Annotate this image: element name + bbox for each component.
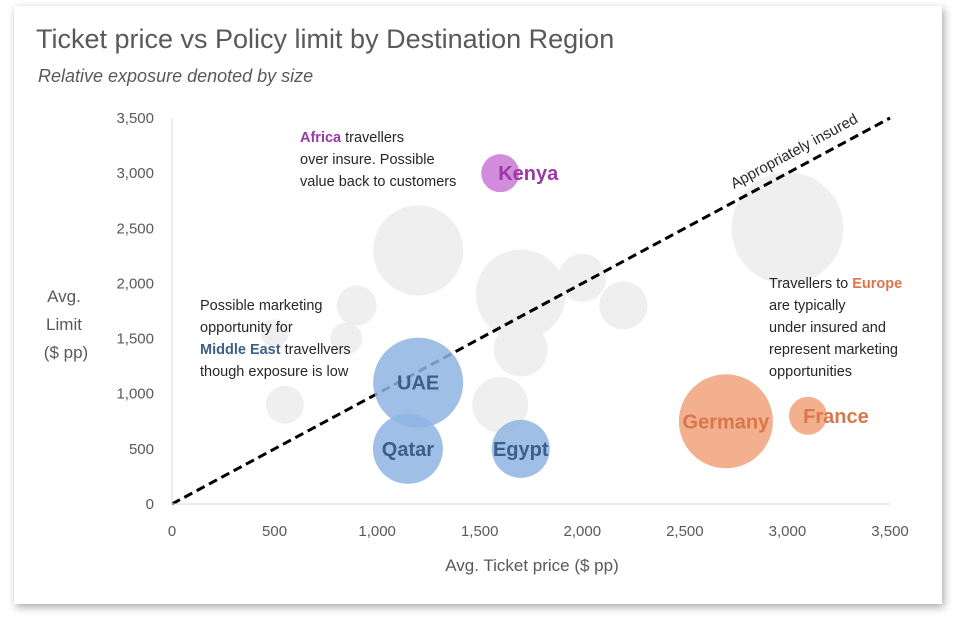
bubble-other <box>265 385 304 424</box>
annotation-africa-line-2: over insure. Possible <box>300 152 435 168</box>
highlighted-bubbles: Kenya UAE Qatar Egypt Germany France <box>372 154 869 484</box>
x-tick-label: 2,500 <box>666 523 704 540</box>
annotation-europe-highlight: Europe <box>852 276 902 292</box>
annotation-africa-highlight: Africa <box>300 130 342 146</box>
bubble-label-germany: Germany <box>683 411 771 433</box>
bubble-label-uae: UAE <box>397 373 439 395</box>
bubble-other <box>472 376 529 433</box>
bubble-other <box>373 205 464 296</box>
bubble-kenya <box>481 154 520 193</box>
bubble-other <box>731 172 844 285</box>
bubble-other <box>330 322 363 355</box>
bubble-label-egypt: Egypt <box>493 439 549 461</box>
bubble-label-france: France <box>803 406 869 428</box>
y-tick-label: 1,000 <box>116 386 154 403</box>
y-tick-label: 3,000 <box>116 165 154 182</box>
bubble-other <box>336 285 377 326</box>
y-axis-title-line-2: Limit <box>46 315 82 334</box>
annotation-me-highlight: Middle East <box>200 342 281 358</box>
annotation-africa: Africa travellers over insure. Possible … <box>300 130 456 190</box>
annotation-europe-line-2: are typically <box>769 298 846 314</box>
bubble-other <box>260 319 289 348</box>
y-tick-label: 2,000 <box>116 275 154 292</box>
y-axis-title-line-3: ($ pp) <box>44 343 88 362</box>
bubble-qatar <box>372 413 443 484</box>
bubble-other <box>599 281 648 330</box>
x-tick-label: 0 <box>168 523 176 540</box>
x-tick-label: 3,000 <box>769 523 807 540</box>
annotation-europe-line-3: under insured and <box>769 320 886 336</box>
bubble-other <box>475 249 566 340</box>
chart-title: Ticket price vs Policy limit by Destinat… <box>36 24 615 54</box>
chart-subtitle: Relative exposure denoted by size <box>38 66 314 86</box>
y-axis-title-line-1: Avg. <box>47 287 81 306</box>
annotation-me-after: travellvers <box>285 342 351 358</box>
bubble-egypt <box>491 419 550 478</box>
annotation-europe-line-4: represent marketing <box>769 342 898 358</box>
annotation-europe-prefix: Travellers to <box>769 276 848 292</box>
annotation-africa-line-1: travellers <box>345 130 404 146</box>
x-axis-title: Avg. Ticket price ($ pp) <box>445 556 619 575</box>
x-tick-label: 1,500 <box>461 523 499 540</box>
x-tick-label: 1,000 <box>358 523 396 540</box>
bubble-label-qatar: Qatar <box>382 439 434 461</box>
y-tick-label: 1,500 <box>116 331 154 348</box>
y-tick-label: 500 <box>129 441 154 458</box>
svg-text:Middle East travellvers: Middle East travellvers <box>200 342 351 358</box>
x-tick-label: 500 <box>262 523 287 540</box>
annotation-europe-line-5: opportunities <box>769 364 852 380</box>
annotation-me-line-4: though exposure is low <box>200 364 349 380</box>
annotation-middle-east: Possible marketing opportunity for Middl… <box>200 298 351 380</box>
y-axis-title: Avg. Limit ($ pp) <box>44 287 88 362</box>
y-tick-label: 0 <box>146 496 154 513</box>
svg-text:Travellers to Europe: Travellers to Europe <box>769 276 902 292</box>
annotation-me-line-1: Possible marketing <box>200 298 323 314</box>
reference-line <box>171 116 891 506</box>
bubble-other <box>558 253 607 302</box>
bubble-france <box>788 396 827 435</box>
bubble-uae <box>373 337 464 428</box>
annotation-africa-line-3: value back to customers <box>300 174 456 190</box>
svg-text:Africa travellers: Africa travellers <box>300 130 404 146</box>
bubble-label-kenya: Kenya <box>498 163 559 185</box>
annotation-me-line-2: opportunity for <box>200 320 293 336</box>
y-tick-label: 3,500 <box>116 110 154 127</box>
axes: 0 500 1,000 1,500 2,000 2,500 3,000 3,500 0 500 1,… <box>116 110 908 540</box>
y-tick-label: 2,500 <box>116 220 154 237</box>
x-tick-label: 2,000 <box>564 523 602 540</box>
bubble-germany <box>678 374 773 469</box>
bubble-other <box>493 322 548 377</box>
x-tick-label: 3,500 <box>871 523 909 540</box>
annotation-europe: Travellers to Europe are typically under… <box>769 276 902 380</box>
